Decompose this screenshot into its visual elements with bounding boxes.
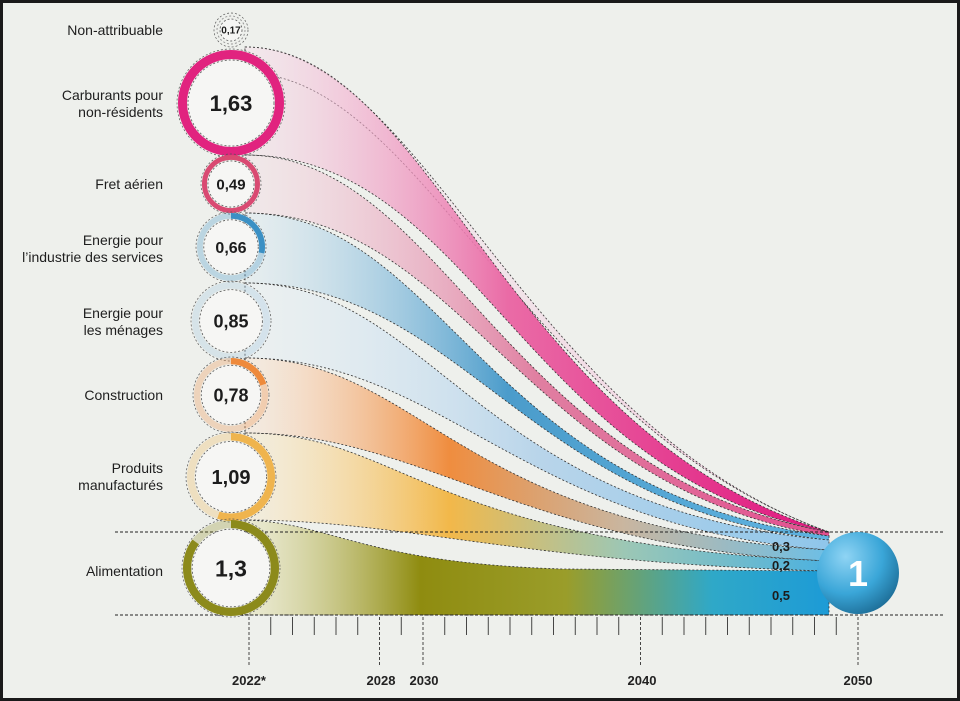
chart-frame: 2022* 2028 2030 2040 2050 1 0,3 0,2 0,5 … xyxy=(3,3,957,698)
category-label: les ménages xyxy=(84,322,163,338)
category-label: Construction xyxy=(84,387,163,403)
category-disk xyxy=(219,18,243,42)
category-ring-bg xyxy=(216,15,246,45)
flow-carburants xyxy=(244,46,830,533)
category-value: 1,09 xyxy=(212,467,251,489)
category-label: non-résidents xyxy=(78,104,163,120)
flow-bands xyxy=(244,46,830,616)
category-outline xyxy=(200,153,262,215)
year-label-2050: 2050 xyxy=(844,673,873,688)
category-2: 0,49 Fret aérien xyxy=(95,153,262,215)
category-label: Alimentation xyxy=(86,563,163,579)
category-outline xyxy=(181,518,281,618)
chart-svg: 2022* 2028 2030 2040 2050 1 0,3 0,2 0,5 … xyxy=(22,12,943,688)
end-2050-value-2: 0,5 xyxy=(772,588,790,603)
category-disk xyxy=(207,160,255,208)
category-label: Energie pour xyxy=(83,305,164,321)
category-outline xyxy=(213,12,249,48)
category-label: Non-attribuable xyxy=(67,22,163,38)
year-label-2030: 2030 xyxy=(410,673,439,688)
category-disk xyxy=(203,219,259,275)
x-axis-ticks xyxy=(248,617,859,665)
category-ring xyxy=(183,520,280,616)
category-disk xyxy=(199,289,263,353)
category-disk xyxy=(191,528,271,608)
category-value: 0,66 xyxy=(215,240,246,257)
category-outline xyxy=(192,356,270,434)
category-label: l’industrie des services xyxy=(22,249,163,265)
category-value: 0,78 xyxy=(213,385,248,405)
category-outline xyxy=(195,211,267,283)
category-ring-bg xyxy=(192,282,271,361)
category-value: 1,63 xyxy=(210,91,253,116)
flow-fret xyxy=(244,154,830,537)
category-outline xyxy=(185,431,277,523)
year-label-2028: 2028 xyxy=(367,673,396,688)
flow-menages xyxy=(244,282,830,551)
end-2050-value-1: 0,2 xyxy=(772,558,790,573)
category-label: Produits xyxy=(112,460,163,476)
category-7: 1,3 Alimentation xyxy=(86,518,281,618)
end-2050-ball xyxy=(817,532,899,614)
category-label: Carburants pour xyxy=(62,87,164,103)
category-ring xyxy=(193,357,268,432)
category-label: manufacturés xyxy=(78,477,163,493)
category-ring xyxy=(186,432,275,521)
category-disk xyxy=(200,364,262,426)
category-circles: 0,17 Non-attribuable 1,63 Carburants pourno… xyxy=(22,12,286,618)
category-5: 0,78 Construction xyxy=(84,356,270,434)
category-disk xyxy=(187,59,275,147)
category-value: 1,3 xyxy=(215,555,247,581)
flow-produits xyxy=(244,432,830,572)
category-label: Energie pour xyxy=(83,232,164,248)
category-disk xyxy=(195,441,267,513)
year-label-2022: 2022* xyxy=(232,673,267,688)
category-ring xyxy=(201,155,260,214)
end-2050-value-0: 0,3 xyxy=(772,539,790,554)
category-outline xyxy=(190,280,272,362)
category-0: 0,17 Non-attribuable xyxy=(67,12,249,48)
year-label-2040: 2040 xyxy=(628,673,657,688)
category-value: 0,17 xyxy=(221,26,241,37)
category-ring xyxy=(196,212,266,282)
category-value: 0,49 xyxy=(216,176,245,193)
flow-alimentation xyxy=(244,519,830,616)
category-value: 0,85 xyxy=(213,311,248,331)
end-2050-total: 1 xyxy=(848,553,868,594)
category-label: Fret aérien xyxy=(95,176,163,192)
category-ring xyxy=(178,49,284,156)
flow-industrie xyxy=(244,212,830,541)
